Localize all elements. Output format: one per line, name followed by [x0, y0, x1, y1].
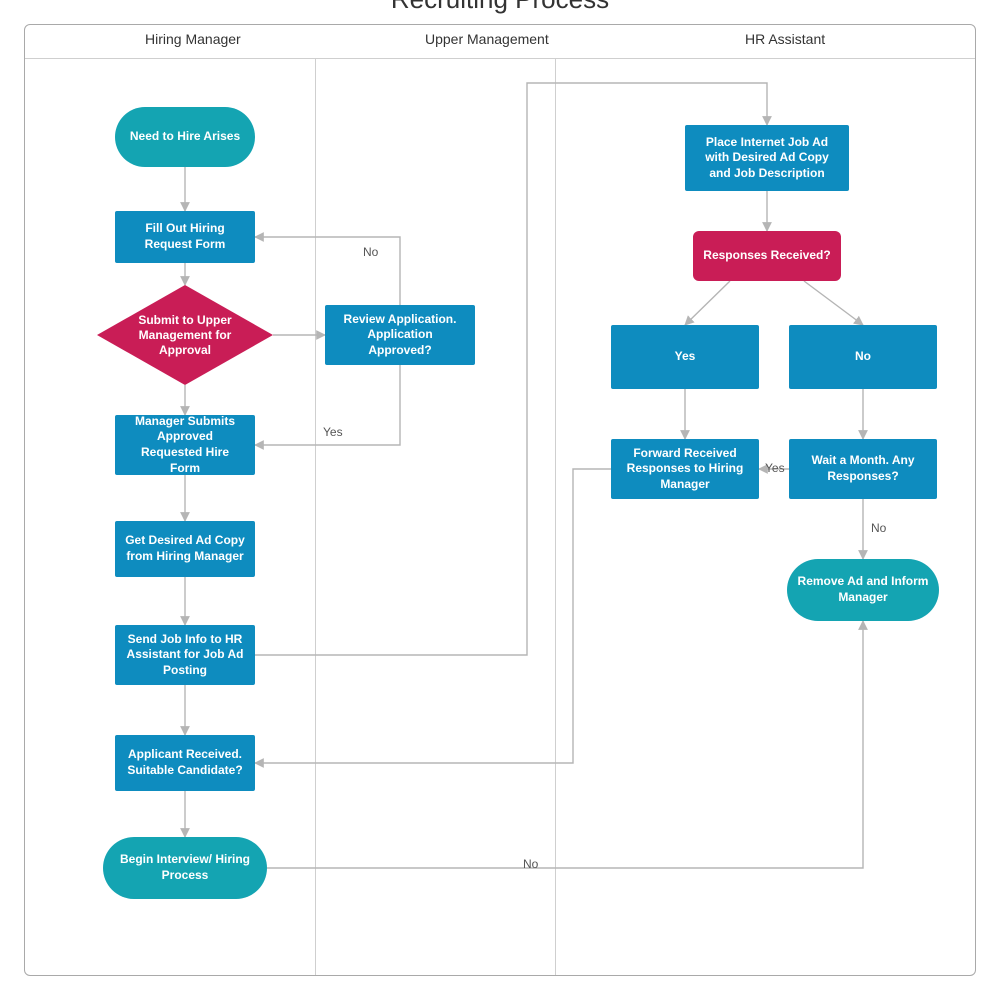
- edge-label-waitMonth-forward: Yes: [765, 461, 785, 475]
- edge-begin-removeAd: [267, 621, 863, 868]
- node-label: Forward Received Responses to Hiring Man…: [621, 446, 749, 493]
- node-label: Responses Received?: [703, 248, 830, 264]
- swimlane-frame: Hiring Manager Upper Management HR Assista…: [24, 24, 976, 976]
- node-forward: Forward Received Responses to Hiring Man…: [611, 439, 759, 499]
- node-label: No: [855, 349, 871, 365]
- edge-label-begin-removeAd: No: [523, 857, 538, 871]
- node-submitAppr: Submit to Upper Management for Approval: [97, 285, 273, 385]
- node-label: Place Internet Job Ad with Desired Ad Co…: [695, 135, 839, 182]
- lane-header-upperManagement: Upper Management: [425, 31, 549, 47]
- node-begin: Begin Interview/ Hiring Process: [103, 837, 267, 899]
- node-fillForm: Fill Out Hiring Request Form: [115, 211, 255, 263]
- node-label: Wait a Month. Any Responses?: [799, 453, 927, 484]
- node-needHire: Need to Hire Arises: [115, 107, 255, 167]
- node-label: Begin Interview/ Hiring Process: [113, 852, 257, 883]
- node-waitMonth: Wait a Month. Any Responses?: [789, 439, 937, 499]
- flowchart-canvas: Recruiting Process Hiring Manager Upper M…: [0, 0, 1000, 1000]
- node-label: Remove Ad and Inform Manager: [797, 574, 929, 605]
- diagram-title: Recruiting Process: [0, 0, 1000, 15]
- node-removeAd: Remove Ad and Inform Manager: [787, 559, 939, 621]
- node-applicant: Applicant Received. Suitable Candidate?: [115, 735, 255, 791]
- node-label: Need to Hire Arises: [130, 129, 240, 145]
- node-noBox: No: [789, 325, 937, 389]
- node-placeAd: Place Internet Job Ad with Desired Ad Co…: [685, 125, 849, 191]
- node-review: Review Application. Application Approved…: [325, 305, 475, 365]
- node-label: Manager Submits Approved Requested Hire …: [125, 414, 245, 476]
- edge-forward-applicant: [255, 469, 611, 763]
- node-label: Yes: [675, 349, 696, 365]
- node-label: Send Job Info to HR Assistant for Job Ad…: [125, 632, 245, 679]
- node-label: Applicant Received. Suitable Candidate?: [125, 747, 245, 778]
- node-mgrSubmits: Manager Submits Approved Requested Hire …: [115, 415, 255, 475]
- node-label: Get Desired Ad Copy from Hiring Manager: [125, 533, 245, 564]
- lane-header-hrAssistant: HR Assistant: [745, 31, 825, 47]
- node-getAdCopy: Get Desired Ad Copy from Hiring Manager: [115, 521, 255, 577]
- lane-header-hiringManager: Hiring Manager: [145, 31, 241, 47]
- node-label: Fill Out Hiring Request Form: [125, 221, 245, 252]
- lane-separator-2: [555, 58, 556, 975]
- node-yesBox: Yes: [611, 325, 759, 389]
- edge-responses-yesBox: [685, 281, 730, 325]
- node-responses: Responses Received?: [693, 231, 841, 281]
- node-label: Review Application. Application Approved…: [335, 312, 465, 359]
- node-label: Submit to Upper Management for Approval: [97, 285, 273, 385]
- edge-label-review-mgrSubmits: Yes: [323, 425, 343, 439]
- edge-label-waitMonth-removeAd: No: [871, 521, 886, 535]
- node-sendJobInfo: Send Job Info to HR Assistant for Job Ad…: [115, 625, 255, 685]
- edge-responses-noBox: [804, 281, 863, 325]
- lane-separator-1: [315, 58, 316, 975]
- header-separator: [25, 58, 975, 59]
- edge-label-review-fillForm: No: [363, 245, 378, 259]
